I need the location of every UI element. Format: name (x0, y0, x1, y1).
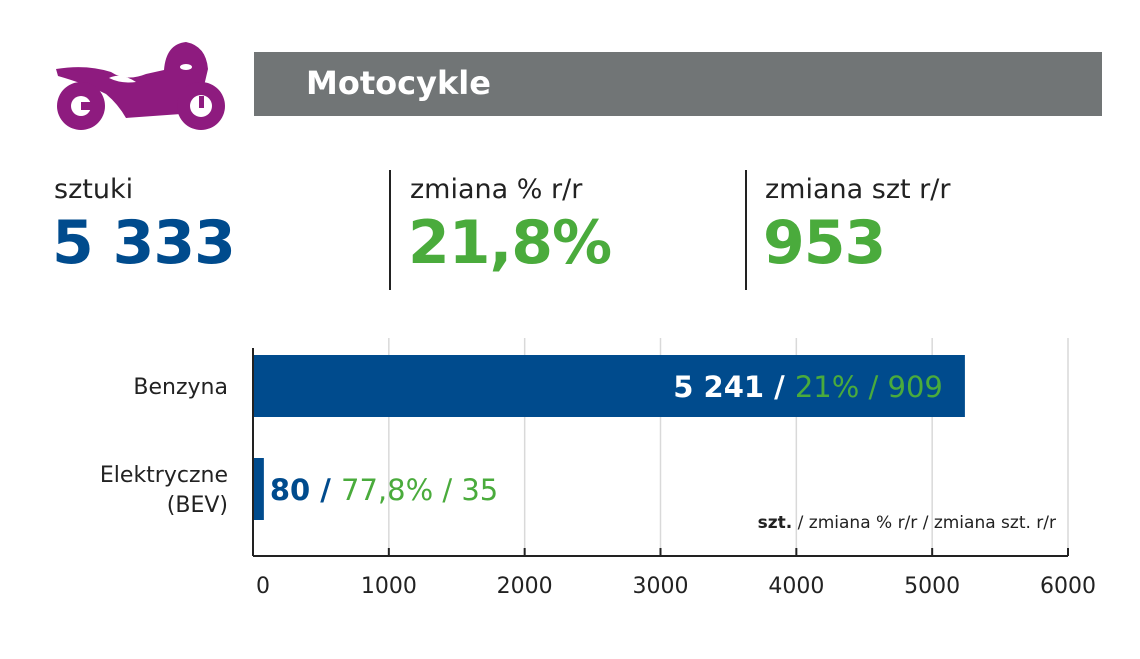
x-tick-label: 3000 (633, 574, 689, 599)
x-tick-label: 2000 (497, 574, 553, 599)
stat-label-diff: zmiana szt r/r (765, 174, 951, 205)
x-tick-label: 6000 (1040, 574, 1096, 599)
stat-value-diff: 953 (763, 208, 886, 278)
x-tick-label: 5000 (904, 574, 960, 599)
page-title: Motocykle (306, 64, 491, 102)
divider (745, 170, 747, 290)
x-tick-label: 0 (256, 574, 270, 599)
data-label: 5 241 / 21% / 909 (673, 370, 943, 404)
stat-label-pct: zmiana % r/r (410, 174, 583, 205)
bar-0 (253, 355, 965, 417)
category-label: Elektryczne (100, 463, 228, 488)
x-tick-label: 4000 (768, 574, 824, 599)
bar-1 (253, 458, 264, 520)
legend: szt. / zmiana % r/r / zmiana szt. r/r (758, 513, 1056, 533)
stat-label-units: sztuki (54, 174, 134, 205)
x-tick-label: 1000 (361, 574, 417, 599)
data-label: 80 / 77,8% / 35 (270, 473, 498, 507)
motorcycle-icon (56, 42, 225, 130)
stat-value-pct: 21,8% (408, 208, 612, 278)
category-label: Benzyna (133, 375, 228, 400)
title-bar (254, 52, 1102, 116)
category-label: (BEV) (167, 493, 228, 518)
stat-value-units: 5 333 (52, 208, 236, 278)
divider (389, 170, 391, 290)
